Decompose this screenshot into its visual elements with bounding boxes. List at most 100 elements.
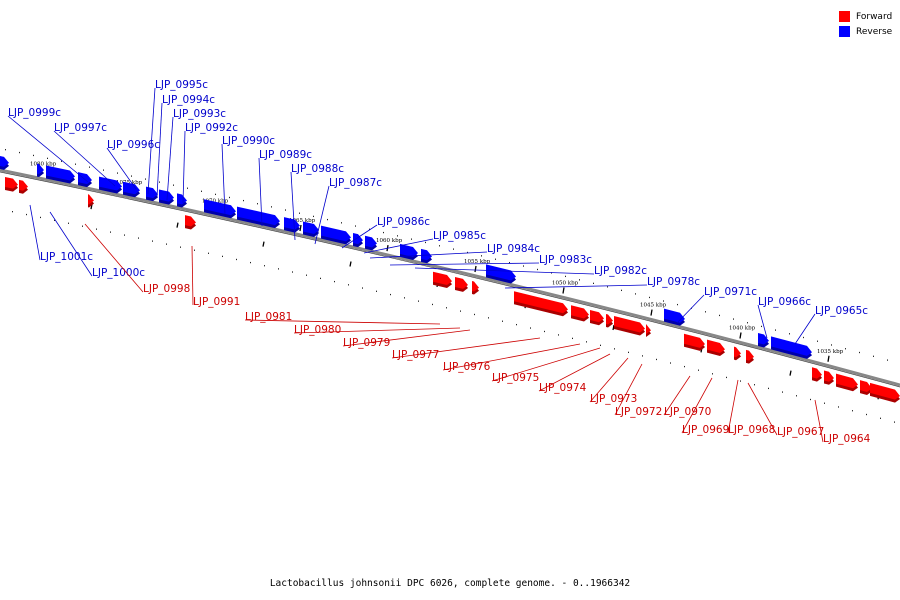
guide-dot [180,246,181,248]
forward-gene-block-body [836,373,858,389]
reverse-gene-label: LJP_0986c [377,216,430,228]
guide-dot [488,317,489,319]
reverse-gene-block [46,165,75,184]
guide-dot [523,265,524,267]
forward-gene-block [472,281,479,295]
forward-gene-block [514,291,568,317]
guide-dot [684,365,685,368]
guide-dot [313,215,314,218]
reverse-gene-block-body [204,199,236,216]
guide-dot [264,265,265,267]
guide-dot [467,251,468,254]
guide-dot [789,333,790,335]
guide-dot [19,151,20,154]
guide-dot [26,213,27,216]
kbp-label: 1055 kbp [464,259,491,265]
guide-dot [173,184,174,186]
forward-gene-block [5,177,18,192]
forward-gene-block [824,370,834,385]
forward-gene-label: LJP_0970 [664,406,711,418]
guide-dot [677,303,678,306]
forward-gene-label: LJP_0975 [492,372,539,384]
reverse-gene-label: LJP_1000c [92,267,145,279]
forward-gene-block-body [472,281,479,292]
forward-gene-block-body [571,305,589,319]
reverse-gene-block [237,206,280,229]
guide-dot [439,245,440,247]
guide-dot [852,410,853,412]
reverse-gene-label-leader [166,116,174,201]
reverse-gene-label-leader [341,224,378,249]
forward-gene-block [433,271,452,289]
guide-dot [887,359,888,361]
guide-dot [838,406,839,408]
kbp-label: 1075 kbp [116,180,143,186]
reverse-gene-label-leader [221,143,226,215]
guide-dot [761,325,762,328]
guide-dot [89,166,90,168]
guide-dot [299,212,300,214]
guide-dot [33,154,34,157]
reverse-gene-block [99,176,122,194]
reverse-gene-label: LJP_0982c [594,265,647,277]
forward-gene-block-body [646,324,651,335]
reverse-gene-label-leader [363,238,434,254]
reverse-gene-block-body [664,308,685,323]
guide-dot [817,340,818,342]
forward-gene-block [746,349,754,364]
guide-dot [96,228,97,230]
legend: Forward Reverse [839,9,892,39]
reverse-gene-block-body [400,243,418,257]
forward-gene-block-body [590,309,604,323]
forward-gene-block [606,313,613,328]
guide-dot [663,300,664,302]
guide-dot [726,376,727,379]
guide-dot [558,334,559,336]
guide-dot [810,398,811,401]
guide-dot [61,160,62,162]
guide-dot [418,300,419,302]
reverse-gene-block-body [78,172,92,185]
reverse-gene-label: LJP_0965c [815,305,868,317]
guide-dot [236,258,237,261]
reverse-gene-label-leader [156,102,163,198]
forward-gene-label-leader [747,382,778,436]
forward-gene-label: LJP_0964 [823,433,871,445]
forward-gene-label: LJP_0998 [143,283,190,295]
kbp-label: 1080 kbp [30,162,57,168]
guide-dot [600,344,601,346]
guide-dot [614,348,615,350]
reverse-gene-label: LJP_0992c [185,122,238,134]
guide-dot [579,279,580,281]
forward-gene-label-leader [614,363,643,416]
forward-gene-label-leader [663,375,691,416]
kbp-label: 1050 kbp [552,280,579,286]
guide-dot [348,284,349,286]
guide-dot [145,178,146,180]
forward-gene-block [684,333,705,351]
guide-dot [698,369,699,371]
kbp-tick [650,309,653,316]
forward-gene-block-body [614,315,645,333]
reverse-gene-label: LJP_0988c [291,163,344,175]
forward-gene-label-leader [681,377,713,434]
guide-dot [502,320,503,322]
forward-gene-block-body [5,177,18,189]
genome-track-shadow [0,171,900,388]
guide-dot [201,190,202,192]
guide-dot [747,322,748,324]
guide-dot [607,286,608,288]
reverse-gene-block-body [771,336,812,356]
forward-gene-label-leader [814,399,824,443]
guide-dot [187,187,188,189]
reverse-gene-block [421,248,432,264]
reverse-gene-block [204,199,236,219]
guide-dot [621,289,622,292]
guide-dot [593,282,594,284]
guide-dot [306,274,307,276]
forward-gene-block [590,309,604,326]
guide-dot [705,311,706,313]
guide-dot [712,373,713,375]
reverse-gene-block-body [0,156,9,167]
kbp-label: 1070 kbp [202,199,229,205]
